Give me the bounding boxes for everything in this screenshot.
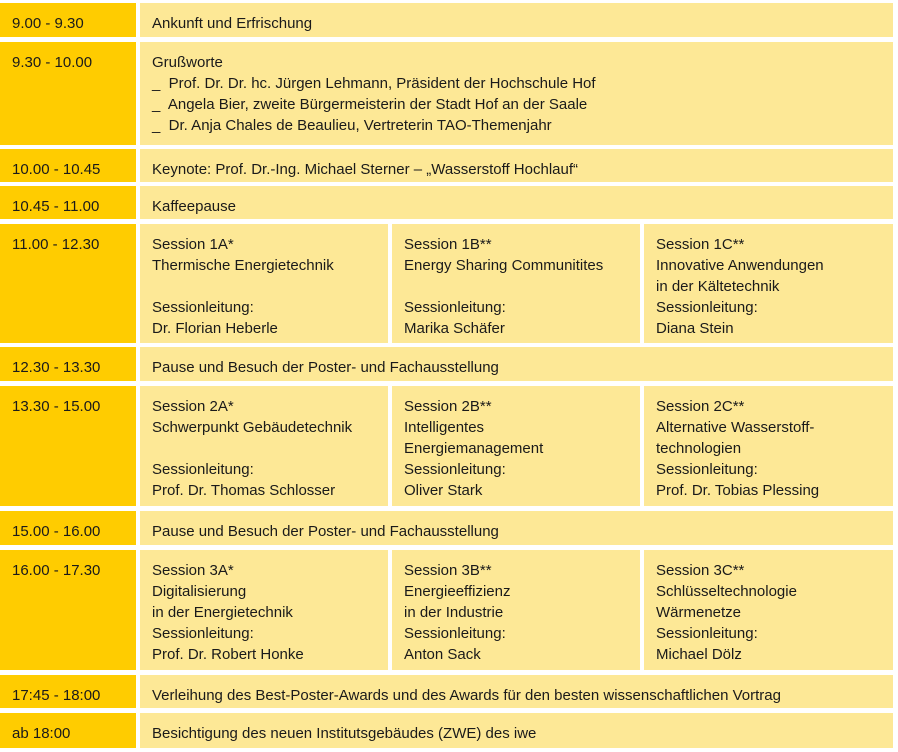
- time-cell: 16.00 - 17.30: [0, 550, 136, 670]
- text-line: Session 1C**: [656, 236, 745, 253]
- time-label: ab 18:00: [12, 725, 71, 742]
- text-line: Prof. Dr. Robert Honke: [152, 646, 304, 663]
- time-label: 16.00 - 17.30: [12, 562, 101, 579]
- agenda-item: Pause und Besuch der Poster- und Fachaus…: [140, 511, 893, 545]
- time-cell: 17:45 - 18:00: [0, 675, 136, 708]
- agenda-item: Kaffeepause: [140, 186, 893, 219]
- text-line: Session 2C**: [656, 398, 745, 415]
- text-line: Verleihung des Best-Poster-Awards und de…: [152, 687, 781, 704]
- time-cell: 15.00 - 16.00: [0, 511, 136, 545]
- text-line: Sessionleitung:: [152, 461, 254, 478]
- text-line: Kaffeepause: [152, 198, 236, 215]
- text-line: Session 1B**: [404, 236, 492, 253]
- time-label: 10.45 - 11.00: [12, 198, 100, 215]
- text-line: Marika Schäfer: [404, 320, 505, 337]
- text-line: Michael Dölz: [656, 646, 742, 663]
- text-line: Sessionleitung:: [404, 625, 506, 642]
- text-line: in der Kältetechnik: [656, 278, 780, 295]
- session-cell: Session 2A* Schwerpunkt Gebäudetechnik Ses…: [140, 386, 388, 506]
- text-line: Sessionleitung:: [152, 299, 254, 316]
- time-cell: 10.45 - 11.00: [0, 186, 136, 219]
- text-line: in der Industrie: [404, 604, 504, 621]
- text-line: in der Energietechnik: [152, 604, 293, 621]
- text-line: Energy Sharing Communitites: [404, 257, 604, 274]
- time-label: 13.30 - 15.00: [12, 398, 101, 415]
- session-cell: Session 1C** Innovative Anwendungen in der…: [644, 224, 893, 343]
- text-line: Pause und Besuch der Poster- und Fachaus…: [152, 359, 499, 376]
- time-cell: 9.30 - 10.00: [0, 42, 136, 145]
- text-line: Energieeffizienz: [404, 583, 511, 600]
- text-line: Schlüsseltechnologie: [656, 583, 797, 600]
- text-line: Alternative Wasserstoff-: [656, 419, 815, 436]
- time-label: 15.00 - 16.00: [12, 523, 101, 540]
- time-label: 9.00 - 9.30: [12, 15, 84, 32]
- session-cell: Session 3C** Schlüsseltechnologie Wärmenet…: [644, 550, 893, 670]
- time-cell: ab 18:00: [0, 713, 136, 748]
- text-line: Session 2A*: [152, 398, 234, 415]
- text-line: Besichtigung des neuen Institutsgebäudes…: [152, 725, 537, 742]
- time-cell: 10.00 - 10.45: [0, 149, 136, 182]
- time-cell: 13.30 - 15.00: [0, 386, 136, 506]
- text-line: Pause und Besuch der Poster- und Fachaus…: [152, 523, 499, 540]
- session-cell: Session 2C** Alternative Wasserstoff-tech…: [644, 386, 893, 506]
- text-line: [152, 438, 388, 459]
- text-line: Sessionleitung:: [404, 461, 506, 478]
- text-line: technologien: [656, 440, 742, 457]
- agenda-item: Keynote: Prof. Dr.-Ing. Michael Sterner …: [140, 149, 893, 182]
- text-line: Session 3C**: [656, 562, 745, 579]
- session-cell: Session 1B** Energy Sharing Communitites S…: [392, 224, 640, 343]
- time-label: 9.30 - 10.00: [12, 54, 93, 71]
- text-line: Prof. Dr. Tobias Plessing: [656, 482, 820, 499]
- agenda-item: Grußworte _ Prof. Dr. Dr. hc. Jürgen Lehm…: [140, 42, 893, 145]
- text-line: Sessionleitung:: [656, 625, 758, 642]
- text-line: Diana Stein: [656, 320, 734, 337]
- text-line: Sessionleitung:: [152, 625, 254, 642]
- time-label: 11.00 - 12.30: [12, 236, 100, 253]
- text-line: Schwerpunkt Gebäudetechnik: [152, 419, 353, 436]
- time-label: 10.00 - 10.45: [12, 161, 101, 178]
- text-line: _ Dr. Anja Chales de Beaulieu, Vertreter…: [152, 117, 552, 134]
- text-line: Wärmenetze: [656, 604, 742, 621]
- session-cell: Session 3B** Energieeffizienz in der Indus…: [392, 550, 640, 670]
- text-line: Session 2B**: [404, 398, 492, 415]
- agenda-item: Besichtigung des neuen Institutsgebäudes…: [140, 713, 893, 748]
- agenda-item: Ankunft und Erfrischung: [140, 3, 893, 37]
- time-cell: 9.00 - 9.30: [0, 3, 136, 37]
- text-line: [404, 276, 640, 297]
- text-line: Session 3A*: [152, 562, 234, 579]
- agenda-item: Verleihung des Best-Poster-Awards und de…: [140, 675, 893, 708]
- session-cell: Session 2B** Intelligentes Energiemanageme…: [392, 386, 640, 506]
- agenda-item: Pause und Besuch der Poster- und Fachaus…: [140, 347, 893, 381]
- text-line: Sessionleitung:: [656, 299, 758, 316]
- text-line: Grußworte: [152, 54, 223, 71]
- text-line: Prof. Dr. Thomas Schlosser: [152, 482, 336, 499]
- text-line: Session 3B**: [404, 562, 492, 579]
- text-line: Keynote: Prof. Dr.-Ing. Michael Sterner …: [152, 161, 579, 178]
- time-cell: 12.30 - 13.30: [0, 347, 136, 381]
- text-line: Innovative Anwendungen: [656, 257, 824, 274]
- text-line: Session 1A*: [152, 236, 234, 253]
- text-line: [152, 276, 388, 297]
- session-cell: Session 3A* Digitalisierung in der Energie…: [140, 550, 388, 670]
- text-line: Digitalisierung: [152, 583, 247, 600]
- text-line: Thermische Energietechnik: [152, 257, 334, 274]
- session-cell: Session 1A* Thermische Energietechnik Sess…: [140, 224, 388, 343]
- text-line: Anton Sack: [404, 646, 481, 663]
- text-line: _ Angela Bier, zweite Bürgermeisterin de…: [152, 96, 588, 113]
- text-line: _ Prof. Dr. Dr. hc. Jürgen Lehmann, Präs…: [152, 75, 596, 92]
- time-cell: 11.00 - 12.30: [0, 224, 136, 343]
- text-line: Oliver Stark: [404, 482, 483, 499]
- time-label: 12.30 - 13.30: [12, 359, 101, 376]
- text-line: Energiemanagement: [404, 440, 544, 457]
- text-line: Ankunft und Erfrischung: [152, 15, 313, 32]
- text-line: Dr. Florian Heberle: [152, 320, 278, 337]
- text-line: Sessionleitung:: [404, 299, 506, 316]
- text-line: Intelligentes: [404, 419, 485, 436]
- text-line: Sessionleitung:: [656, 461, 758, 478]
- time-label: 17:45 - 18:00: [12, 687, 101, 704]
